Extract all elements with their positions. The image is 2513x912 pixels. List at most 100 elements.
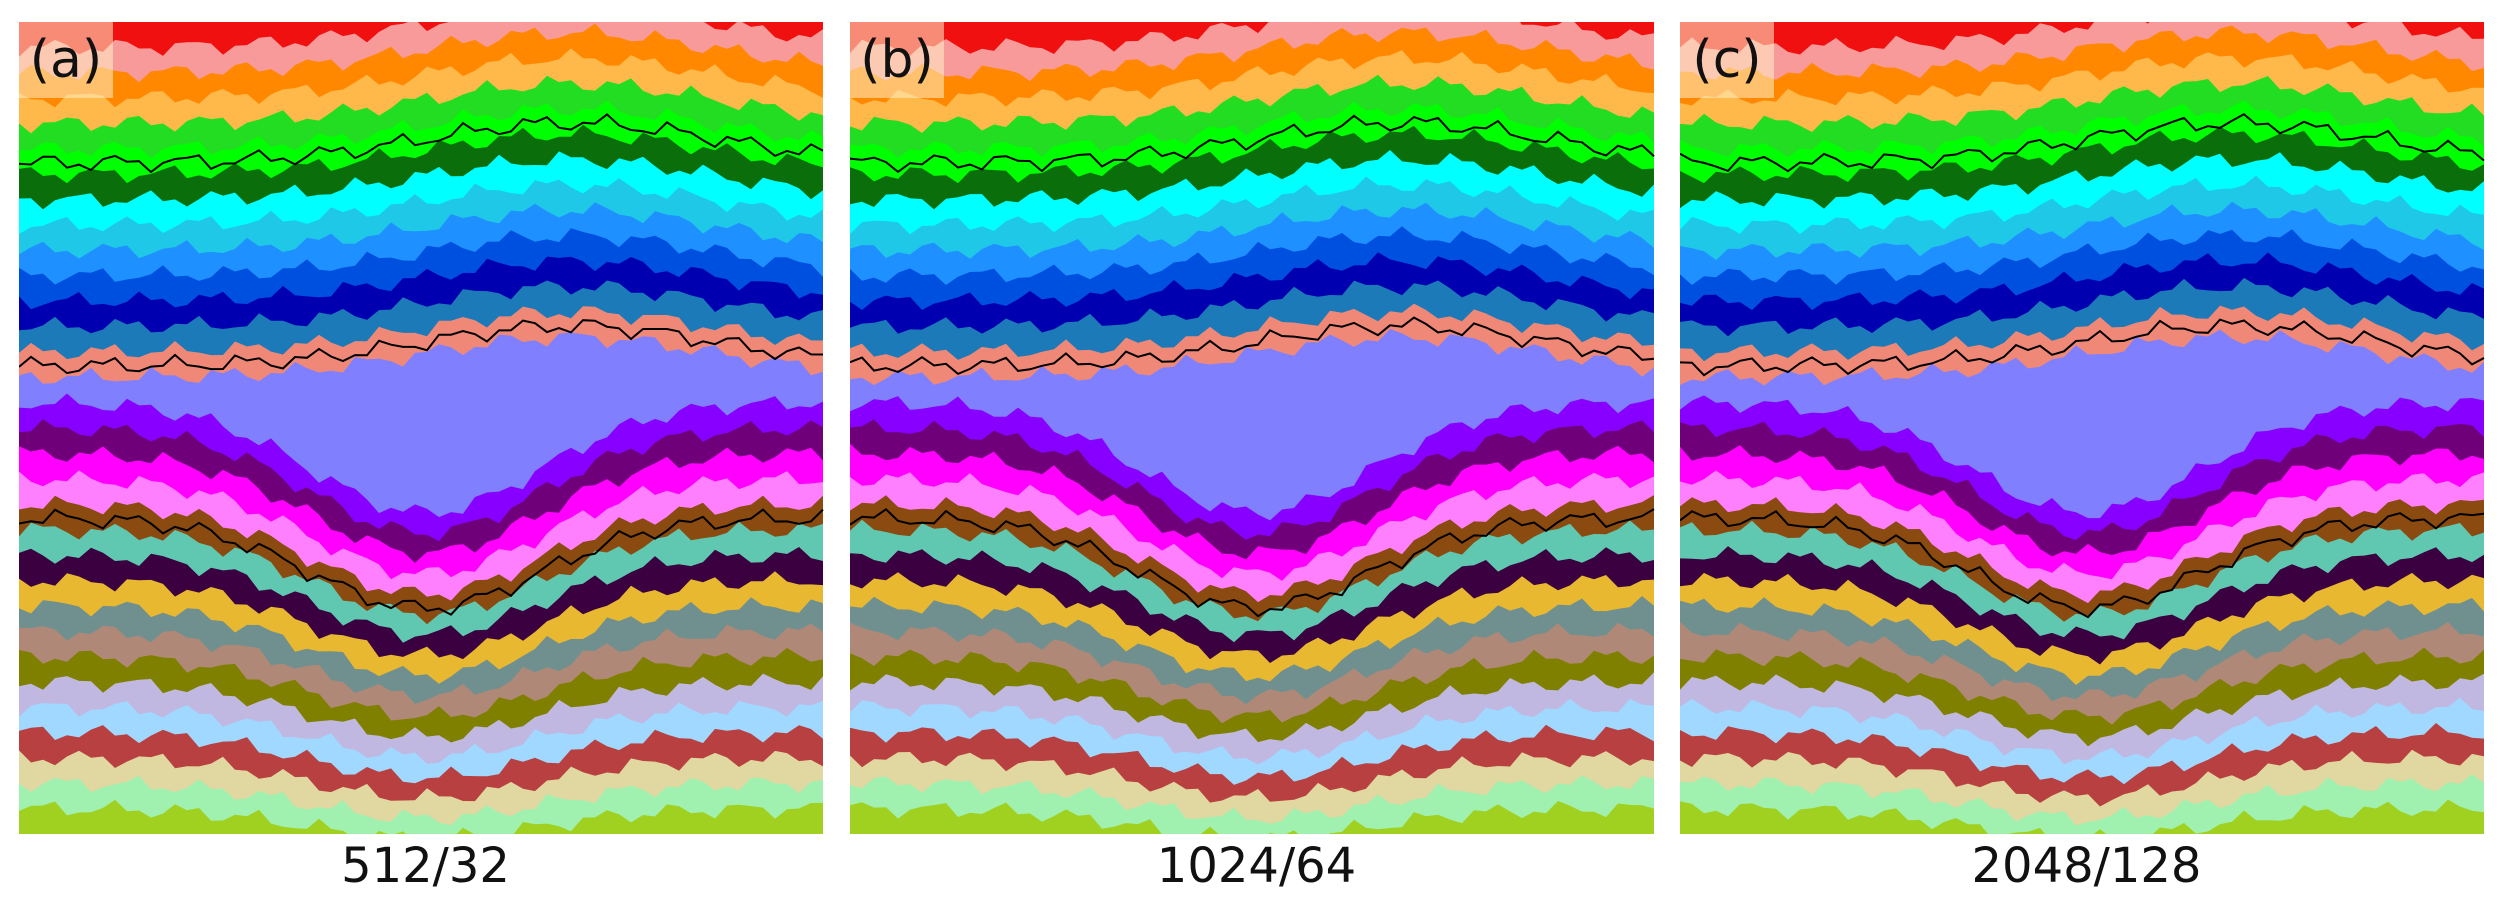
horizon-band [19, 419, 823, 564]
panel: (a) [19, 22, 832, 834]
panel-label: (c) [1680, 22, 1774, 98]
horizon-line [19, 508, 824, 616]
horizon-image [850, 22, 1655, 834]
horizon-band [19, 750, 823, 827]
horizon-band [1680, 774, 2484, 834]
horizon-band [19, 22, 823, 84]
horizon-band [850, 443, 1654, 582]
horizon-band [850, 22, 1654, 83]
horizon-band [19, 775, 823, 834]
horizon-band [850, 751, 1654, 825]
horizon-band [1680, 622, 2484, 726]
horizon-band [19, 799, 823, 834]
panel: (c) [1680, 22, 2493, 834]
horizon-band [850, 280, 1654, 361]
horizon-line [1680, 510, 2485, 619]
horizon-line [1680, 112, 2485, 173]
horizon-band [19, 571, 823, 685]
horizon-band [19, 75, 823, 160]
horizon-band [850, 27, 1654, 108]
horizon-band [1680, 572, 2484, 686]
horizon-band [850, 672, 1654, 766]
horizon-line [850, 316, 1655, 376]
horizon-band [850, 74, 1654, 159]
horizon-band [1680, 395, 2484, 541]
horizon-image [1680, 22, 2485, 834]
horizon-band [850, 396, 1654, 541]
horizon-band [1680, 152, 2484, 235]
horizon-band [1680, 520, 2484, 641]
horizon-band [19, 228, 823, 311]
horizon-band [1680, 126, 2484, 210]
horizon-band [19, 521, 823, 644]
horizon-band [850, 329, 1654, 522]
horizon-band [19, 256, 823, 335]
horizon-band [1680, 175, 2484, 262]
horizon-band [19, 725, 823, 803]
horizon-band [850, 596, 1654, 706]
horizon-band [1680, 421, 2484, 558]
horizon-band [850, 519, 1654, 644]
horizon-band [1680, 445, 2484, 581]
horizon-line [850, 508, 1655, 618]
horizon-band [850, 50, 1654, 134]
panel-label: (b) [850, 22, 944, 98]
horizon-band [19, 623, 823, 722]
horizon-band [19, 202, 823, 286]
horizon-band [1680, 76, 2484, 159]
horizon-line [19, 113, 824, 174]
horizon-band [850, 547, 1654, 664]
horizon-band [1680, 597, 2484, 703]
horizon-band [1680, 22, 2484, 81]
horizon-band [1680, 723, 2484, 808]
horizon-band [1680, 305, 2484, 387]
horizon-band [850, 801, 1654, 834]
panel-caption: 2048/128 [1971, 838, 2202, 894]
horizon-band [850, 649, 1654, 744]
horizon-band [850, 419, 1654, 561]
horizon-band [1680, 546, 2484, 666]
horizon-band [850, 572, 1654, 683]
horizon-band [1680, 799, 2484, 834]
horizon-band [850, 698, 1654, 786]
horizon-band [19, 495, 823, 626]
horizon-line [850, 114, 1655, 174]
horizon-band [19, 597, 823, 705]
horizon-band [850, 125, 1654, 211]
horizon-band [850, 622, 1654, 725]
horizon-band [19, 151, 823, 236]
horizon-band [1680, 22, 2484, 56]
horizon-band [1680, 201, 2484, 286]
horizon-band [19, 446, 823, 581]
horizon-band [850, 495, 1654, 623]
panel-caption: 1024/64 [1156, 838, 1357, 894]
horizon-band [19, 673, 823, 765]
horizon-band [850, 472, 1654, 604]
horizon-band [1680, 749, 2484, 827]
horizon-band [1680, 52, 2484, 133]
horizon-band [19, 124, 823, 211]
horizon-band [850, 226, 1654, 311]
horizon-band [1680, 673, 2484, 766]
horizon-band [19, 178, 823, 260]
horizon-band [19, 547, 823, 661]
horizon-band [850, 775, 1654, 834]
horizon-band [19, 48, 823, 135]
horizon-band [850, 202, 1654, 286]
horizon-band [850, 150, 1654, 236]
horizon-line [1680, 318, 2485, 377]
horizon-band [19, 306, 823, 385]
horizon-band [19, 470, 823, 602]
horizon-band [1680, 497, 2484, 623]
horizon-image [19, 22, 824, 834]
panel-label: (a) [19, 22, 113, 98]
horizon-band [850, 176, 1654, 260]
horizon-band [19, 700, 823, 785]
horizon-band [19, 100, 823, 185]
horizon-line [19, 319, 824, 375]
horizon-band [1680, 329, 2484, 520]
horizon-band [19, 647, 823, 744]
horizon-band [1680, 229, 2484, 312]
horizon-band [1680, 647, 2484, 748]
panel: (b) [850, 22, 1663, 834]
